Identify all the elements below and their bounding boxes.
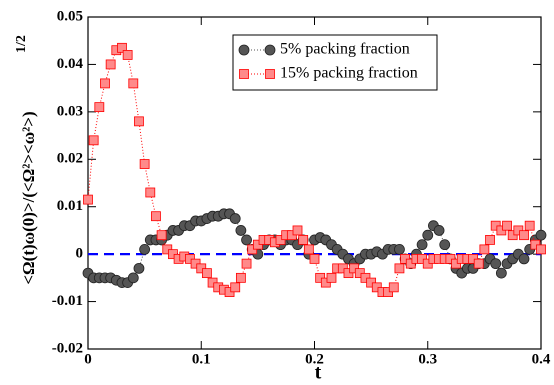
data-point: [394, 243, 405, 255]
data-point: [479, 244, 490, 255]
data-point: [156, 230, 167, 241]
data-point: [241, 258, 252, 269]
legend-marker: [264, 44, 276, 56]
data-point: [519, 230, 529, 241]
legend-marker: [239, 69, 249, 79]
data-point: [298, 235, 309, 245]
y-axis-label-exponent: 1/2: [14, 35, 29, 53]
data-point: [94, 102, 105, 113]
x-axis-label: t: [315, 362, 322, 384]
legend-box: [232, 34, 438, 91]
y-tick-label: 0.01: [57, 198, 83, 214]
data-point: [83, 194, 93, 205]
legend-marker: [238, 44, 250, 56]
legend-label: 15% packing fraction: [280, 65, 418, 82]
x-tick-label: 0.1: [192, 351, 211, 367]
data-point: [202, 268, 212, 279]
y-tick-label: -0.02: [52, 340, 83, 356]
data-point: [127, 272, 139, 284]
data-point: [292, 225, 303, 236]
data-point: [433, 225, 445, 236]
data-point: [495, 267, 507, 279]
data-point: [105, 59, 116, 70]
data-point: [122, 50, 133, 60]
y-tick-label: -0.01: [52, 293, 83, 309]
data-point: [235, 272, 246, 283]
data-point: [100, 78, 110, 89]
data-point: [388, 282, 399, 293]
data-point: [326, 272, 337, 283]
data-point: [151, 211, 161, 222]
data-point: [128, 78, 139, 89]
data-point: [145, 187, 156, 198]
data-point: [241, 234, 252, 246]
y-axis-label: <Ω(t)ω(0)>/(<Ω²><ω²>): [19, 111, 38, 284]
data-point: [117, 42, 127, 53]
y-axis-label-group: <Ω(t)ω(0)>/(<Ω²><ω²>) 1/2: [14, 35, 38, 285]
x-tick-label: 0: [84, 351, 92, 367]
legend-marker: [265, 69, 275, 79]
x-tick-label: 0.2: [305, 351, 324, 367]
data-point: [309, 253, 320, 264]
data-point: [490, 258, 502, 270]
data-point: [139, 159, 150, 169]
y-tick-label: 0: [76, 246, 84, 262]
x-tick-label: 0.3: [418, 351, 437, 367]
data-point: [230, 282, 241, 293]
data-point: [439, 239, 451, 251]
data-point: [394, 263, 405, 274]
data-point: [536, 244, 546, 255]
x-tick-label: 0.4: [532, 351, 551, 367]
data-point: [416, 239, 428, 251]
data-point: [139, 243, 151, 255]
data-point: [535, 229, 547, 241]
data-point: [303, 244, 314, 255]
data-point: [134, 116, 144, 127]
data-point: [502, 220, 512, 231]
legend-label: 5% packing fraction: [280, 41, 410, 58]
data-point: [524, 220, 535, 231]
y-tick-label: 0.03: [57, 103, 83, 119]
data-point: [235, 225, 247, 236]
data-point: [518, 253, 530, 265]
y-tick-label: 0.04: [57, 56, 84, 72]
data-point: [88, 135, 99, 146]
data-point: [473, 258, 484, 269]
y-tick-label: 0.02: [57, 151, 83, 167]
data-point: [485, 235, 495, 245]
y-tick-label: 0.05: [57, 8, 83, 24]
data-point: [133, 262, 145, 274]
data-point: [422, 229, 434, 241]
data-point: [229, 213, 241, 224]
